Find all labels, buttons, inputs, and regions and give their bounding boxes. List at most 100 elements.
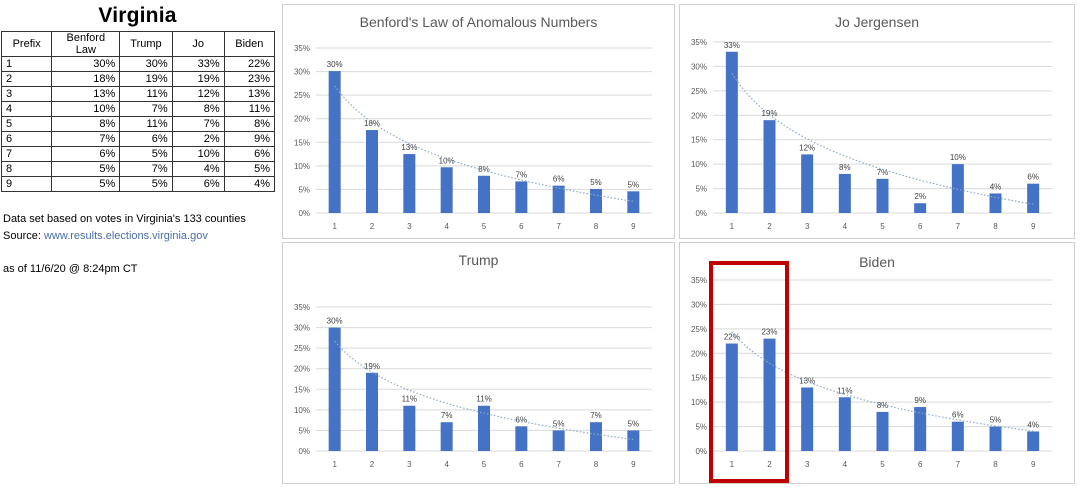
- table-cell: 6%: [119, 131, 173, 147]
- x-tick-label: 6: [519, 222, 524, 231]
- chart-title: Jo Jergensen: [835, 14, 919, 30]
- y-tick-label: 30%: [691, 62, 707, 71]
- bar: [552, 430, 565, 451]
- data-label: 5%: [553, 419, 565, 428]
- x-tick-label: 6: [918, 222, 923, 231]
- bar: [763, 338, 776, 451]
- dataset-note: Data set based on votes in Virginia's 13…: [3, 213, 246, 225]
- table-cell: 5%: [119, 176, 173, 192]
- bar: [914, 203, 927, 213]
- table-cell: 8%: [223, 116, 276, 132]
- x-tick-label: 8: [594, 222, 599, 231]
- y-tick-label: 15%: [691, 374, 707, 383]
- table-row: 3 13% 11% 12% 13%: [0, 86, 276, 102]
- x-tick-label: 3: [805, 222, 810, 231]
- y-tick-label: 0%: [695, 447, 707, 456]
- trendline: [731, 331, 1034, 432]
- chart-benford-svg: Benford's Law of Anomalous Numbers 0% 5% 10…: [294, 14, 652, 231]
- y-tick-label: 20%: [294, 365, 310, 374]
- y-tick-label: 15%: [691, 136, 707, 145]
- data-label: 6%: [553, 175, 565, 184]
- table-cell: 5: [0, 116, 53, 132]
- x-tick-label: 1: [332, 222, 337, 231]
- page-title: Virginia: [98, 4, 177, 27]
- data-label: 2%: [914, 192, 926, 201]
- x-tick-label: 4: [444, 460, 449, 469]
- data-label: 13%: [401, 143, 417, 152]
- source-link[interactable]: www.results.elections.virginia.gov: [43, 230, 208, 242]
- data-label: 8%: [877, 401, 889, 410]
- y-tick-label: 5%: [298, 426, 310, 435]
- table-cell: 19%: [171, 71, 225, 87]
- bar: [328, 71, 341, 213]
- bar: [838, 173, 851, 213]
- chart-title: Benford's Law of Anomalous Numbers: [360, 14, 598, 30]
- x-tick-label: 4: [444, 222, 449, 231]
- bar: [876, 178, 889, 213]
- bar: [590, 188, 602, 213]
- bar: [914, 407, 927, 451]
- table-header-cell: Benford Law: [51, 31, 121, 57]
- bar: [627, 430, 640, 451]
- table-cell: 30%: [51, 56, 121, 72]
- table-body: 1 30% 30% 33% 22% 2 18% 19% 19% 23% 3 13% 11% 12% 13% 4…: [0, 56, 276, 192]
- chart-biden: Biden 0% 5% 10% 15% 20% 25% 30% 35% 22% 1 23% 2 13% 3 1…: [679, 242, 1075, 484]
- table-row: 5 8% 11% 7% 8%: [0, 116, 276, 132]
- table-cell: 19%: [119, 71, 173, 87]
- data-label: 8%: [478, 165, 490, 174]
- table-cell: 5%: [51, 176, 121, 192]
- table-cell: 7%: [51, 131, 121, 147]
- table-cell: 5%: [51, 161, 121, 177]
- y-tick-label: 30%: [294, 324, 310, 333]
- table-row: 6 7% 6% 2% 9%: [0, 131, 276, 147]
- trendline: [334, 85, 634, 202]
- bar: [989, 426, 1002, 451]
- x-tick-label: 6: [918, 460, 923, 469]
- y-tick-label: 10%: [294, 406, 310, 415]
- y-tick-label: 15%: [294, 385, 310, 394]
- data-label: 5%: [590, 178, 602, 187]
- data-label: 4%: [1027, 420, 1039, 429]
- bar: [403, 405, 416, 451]
- table-cell: 18%: [51, 71, 121, 87]
- table-cell: 4%: [171, 161, 225, 177]
- bar: [552, 185, 565, 213]
- table-cell: 8%: [171, 101, 225, 117]
- table-header-cell: Prefix: [0, 31, 53, 57]
- data-label: 7%: [877, 168, 889, 177]
- x-tick-label: 1: [332, 460, 337, 469]
- x-tick-label: 2: [370, 222, 375, 231]
- table-cell: 13%: [51, 86, 121, 102]
- x-tick-label: 5: [880, 222, 885, 231]
- table-cell: 7%: [119, 101, 173, 117]
- table-cell: 30%: [119, 56, 173, 72]
- x-tick-label: 9: [631, 460, 636, 469]
- bar: [801, 387, 814, 451]
- y-tick-label: 0%: [298, 209, 310, 218]
- data-label: 7%: [516, 170, 528, 179]
- data-label: 5%: [628, 419, 640, 428]
- data-label: 30%: [327, 317, 343, 326]
- data-label: 6%: [952, 411, 964, 420]
- bar: [951, 421, 964, 451]
- chart-title: Biden: [859, 254, 895, 270]
- data-label: 22%: [724, 333, 740, 342]
- y-tick-label: 35%: [691, 276, 707, 285]
- x-tick-label: 5: [880, 460, 885, 469]
- table-cell: 2: [0, 71, 53, 87]
- data-label: 19%: [761, 109, 777, 118]
- x-tick-label: 7: [956, 222, 961, 231]
- y-tick-label: 30%: [294, 68, 310, 77]
- data-label: 8%: [839, 163, 851, 172]
- source-line: Source: www.results.elections.virginia.g…: [3, 230, 208, 242]
- y-tick-label: 35%: [294, 44, 310, 53]
- highlight-box: [709, 261, 789, 483]
- data-label: 11%: [402, 395, 417, 404]
- table-cell: 11%: [119, 116, 173, 132]
- table-cell: 12%: [171, 86, 225, 102]
- table-cell: 3: [0, 86, 53, 102]
- bar: [951, 164, 964, 213]
- data-label: 23%: [761, 328, 777, 337]
- y-tick-label: 20%: [294, 115, 310, 124]
- data-label: 12%: [799, 143, 815, 152]
